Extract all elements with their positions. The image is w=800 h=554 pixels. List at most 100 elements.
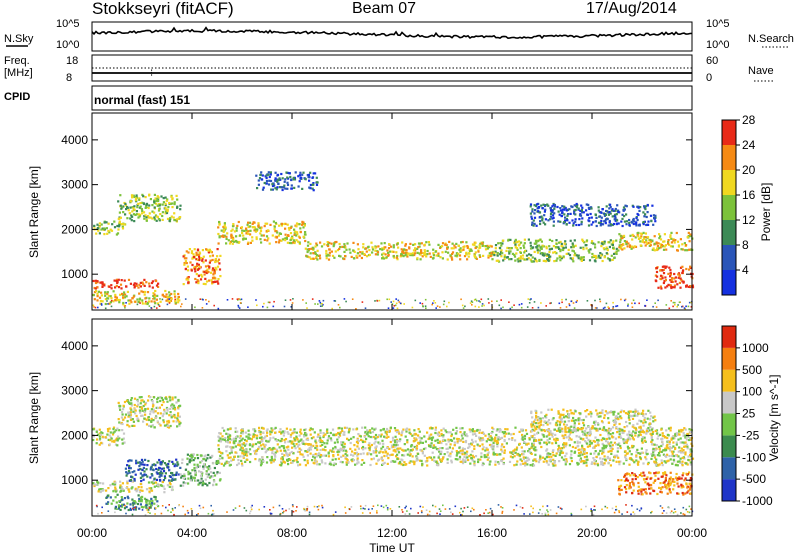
heatmap-cell [137,213,140,216]
heatmap-cell [651,204,654,207]
heatmap-cell [615,213,618,216]
heatmap-cell [625,452,628,455]
heatmap-cell [116,493,119,496]
heatmap-cell [286,241,289,244]
heatmap-cell [290,306,292,308]
heatmap-cell [170,479,174,482]
heatmap-cell [319,301,322,304]
heatmap-cell [151,217,154,220]
heatmap-cell [466,246,469,249]
heatmap-cell [96,292,99,295]
heatmap-cell [306,450,309,453]
heatmap-cell [547,455,550,459]
heatmap-cell [319,431,322,434]
heatmap-cell [112,431,115,434]
heatmap-cell [677,304,679,306]
heatmap-cell [121,442,124,445]
heatmap-cell [642,231,645,234]
heatmap-cell [527,238,530,241]
heatmap-cell [100,294,103,297]
heatmap-cell [393,448,396,451]
heatmap-cell [131,486,134,489]
heatmap-cell [141,302,144,305]
heatmap-cell [646,211,649,214]
heatmap-cell [602,247,605,250]
heatmap-cell [223,229,226,232]
heatmap-cell [262,234,265,237]
heatmap-cell [128,466,131,470]
heatmap-cell [559,240,562,243]
heatmap-cell [287,226,291,230]
heatmap-cell [110,229,114,232]
heatmap-cell [651,248,654,251]
heatmap-cell [295,443,298,446]
heatmap-cell [283,454,286,457]
heatmap-cell [289,458,292,461]
heatmap-cell [381,248,384,251]
heatmap-cell [165,293,168,296]
heatmap-cell [436,461,439,464]
heatmap-cell [427,241,430,244]
heatmap-cell [273,225,276,228]
heatmap-cell [498,428,502,431]
heatmap-cell [257,183,260,186]
heatmap-cell [222,235,225,238]
heatmap-cell [99,299,102,303]
heatmap-cell [626,433,629,436]
heatmap-cell [558,302,561,305]
heatmap-cell [306,438,310,441]
heatmap-cell [546,452,549,455]
heatmap-cell [144,458,147,461]
heatmap-cell [567,213,570,216]
heatmap-cell [153,218,156,221]
heatmap-cell [499,453,502,456]
heatmap-cell [118,221,121,224]
heatmap-cell [549,255,552,258]
heatmap-cell [191,263,194,267]
heatmap-cell [502,306,504,309]
heatmap-cell [315,255,318,259]
heatmap-cell [655,242,658,245]
heatmap-cell [640,447,643,450]
heatmap-cell [276,231,279,234]
heatmap-cell [259,232,262,235]
heatmap-cell [625,223,628,226]
heatmap-cell [401,448,404,451]
heatmap-cell [653,454,656,457]
heatmap-cell [265,434,268,437]
heatmap-cell [133,408,136,411]
heatmap-cell [681,280,684,283]
heatmap-cell [669,271,672,274]
heatmap-cell [524,456,527,459]
heatmap-cell [542,460,545,463]
heatmap-cell [119,480,122,483]
heatmap-cell [127,412,130,415]
heatmap-cell [633,220,636,223]
heatmap-cell [98,296,102,299]
heatmap-cell [117,435,120,438]
heatmap-cell [392,443,395,446]
heatmap-cell [402,251,405,255]
heatmap-cell [158,203,161,206]
heatmap-cell [306,250,309,254]
heatmap-cell [352,454,355,457]
heatmap-cell [413,437,416,440]
heatmap-cell [389,440,392,444]
heatmap-cell [174,408,177,411]
heatmap-cell [305,434,308,437]
heatmap-cell [454,246,457,249]
heatmap-cell [170,414,173,417]
heatmap-cell [350,437,353,440]
heatmap-cell [121,206,124,209]
heatmap-cell [137,300,140,304]
heatmap-cell [245,227,248,230]
heatmap-cell [500,445,503,448]
heatmap-cell [278,463,282,467]
heatmap-cell [324,449,327,452]
heatmap-cell [490,252,493,255]
heatmap-cell [557,427,560,430]
heatmap-cell [610,441,613,444]
heatmap-cell [563,443,566,447]
heatmap-cell [476,299,478,302]
heatmap-cell [469,462,472,465]
